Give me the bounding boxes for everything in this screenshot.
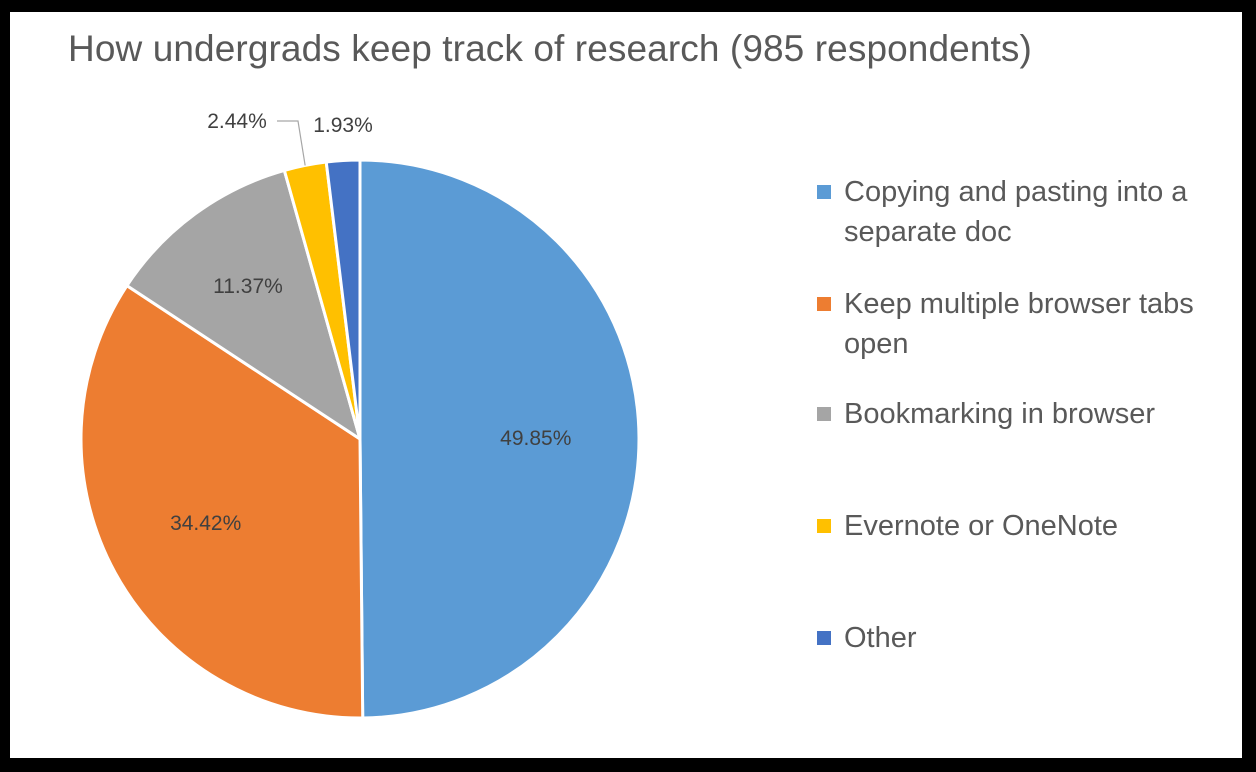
data-label-evernote-onenote: 2.44% [207,110,267,133]
pie-chart: 49.85% 34.42% 11.37% 2.44% 1.93% [79,110,641,720]
pie-slice-copying-pasting [358,158,641,720]
pie-slice-other [324,158,362,441]
data-label-copying-pasting: 49.85% [500,427,571,450]
chart-title: How undergrads keep track of research (9… [68,28,1032,69]
data-label-browser-tabs: 34.42% [170,512,241,535]
data-label-other: 1.93% [313,114,373,137]
data-label-bookmarking: 11.37% [213,275,283,298]
chart-frame: How undergrads keep track of research (9… [10,12,1242,758]
pie-slice-browser-tabs [79,284,365,720]
leader-line-evernote-onenote [277,120,306,166]
